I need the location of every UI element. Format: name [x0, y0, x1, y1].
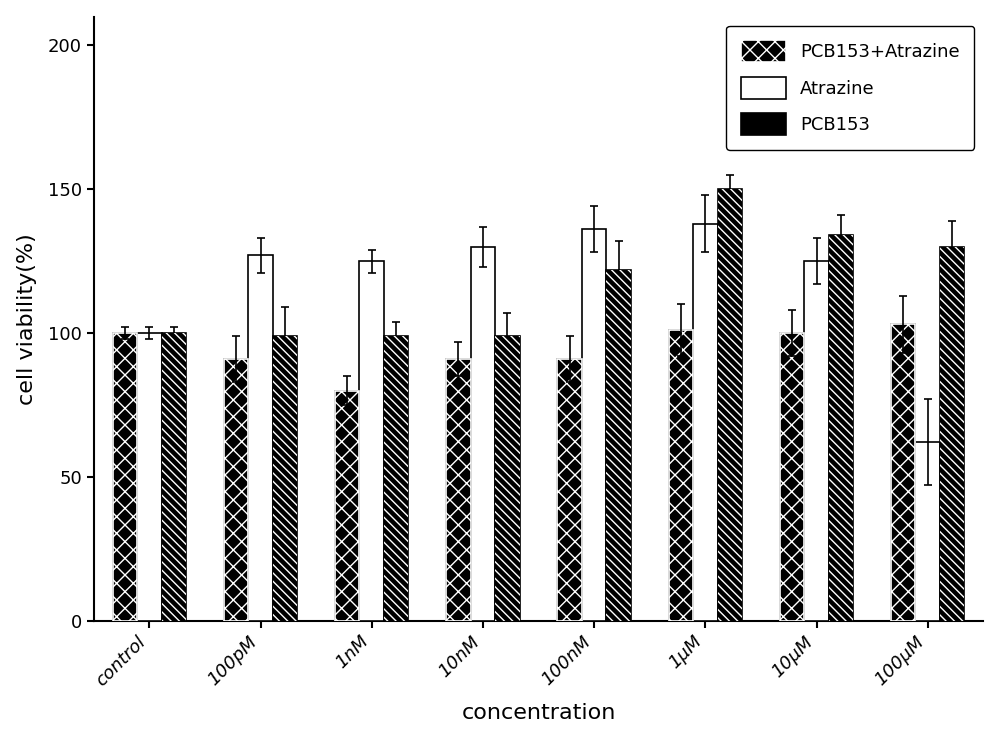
Bar: [829, 235, 853, 621]
Bar: [669, 330, 693, 621]
Bar: [557, 359, 582, 621]
Bar: [780, 333, 804, 621]
Bar: [495, 336, 520, 621]
Bar: [718, 189, 742, 621]
Bar: [669, 330, 693, 621]
Bar: [113, 333, 137, 621]
Bar: [384, 336, 408, 621]
Bar: [804, 261, 829, 621]
Bar: [384, 336, 408, 621]
Bar: [224, 359, 248, 621]
Bar: [248, 255, 273, 621]
X-axis label: concentration: concentration: [461, 703, 616, 723]
Y-axis label: cell viability(%): cell viability(%): [17, 233, 37, 405]
Bar: [446, 359, 471, 621]
Bar: [606, 270, 631, 621]
Bar: [915, 443, 940, 621]
Bar: [137, 333, 162, 621]
Bar: [582, 229, 606, 621]
Bar: [335, 391, 359, 621]
Bar: [780, 333, 804, 621]
Legend: PCB153+Atrazine, Atrazine, PCB153: PCB153+Atrazine, Atrazine, PCB153: [726, 26, 974, 149]
Bar: [940, 246, 964, 621]
Bar: [891, 324, 915, 621]
Bar: [446, 359, 471, 621]
Bar: [273, 336, 297, 621]
Bar: [335, 391, 359, 621]
Bar: [495, 336, 520, 621]
Bar: [718, 189, 742, 621]
Bar: [557, 359, 582, 621]
Bar: [273, 336, 297, 621]
Bar: [829, 235, 853, 621]
Bar: [162, 333, 186, 621]
Bar: [606, 270, 631, 621]
Bar: [693, 223, 718, 621]
Bar: [359, 261, 384, 621]
Bar: [162, 333, 186, 621]
Bar: [113, 333, 137, 621]
Bar: [471, 246, 495, 621]
Bar: [224, 359, 248, 621]
Bar: [891, 324, 915, 621]
Bar: [940, 246, 964, 621]
